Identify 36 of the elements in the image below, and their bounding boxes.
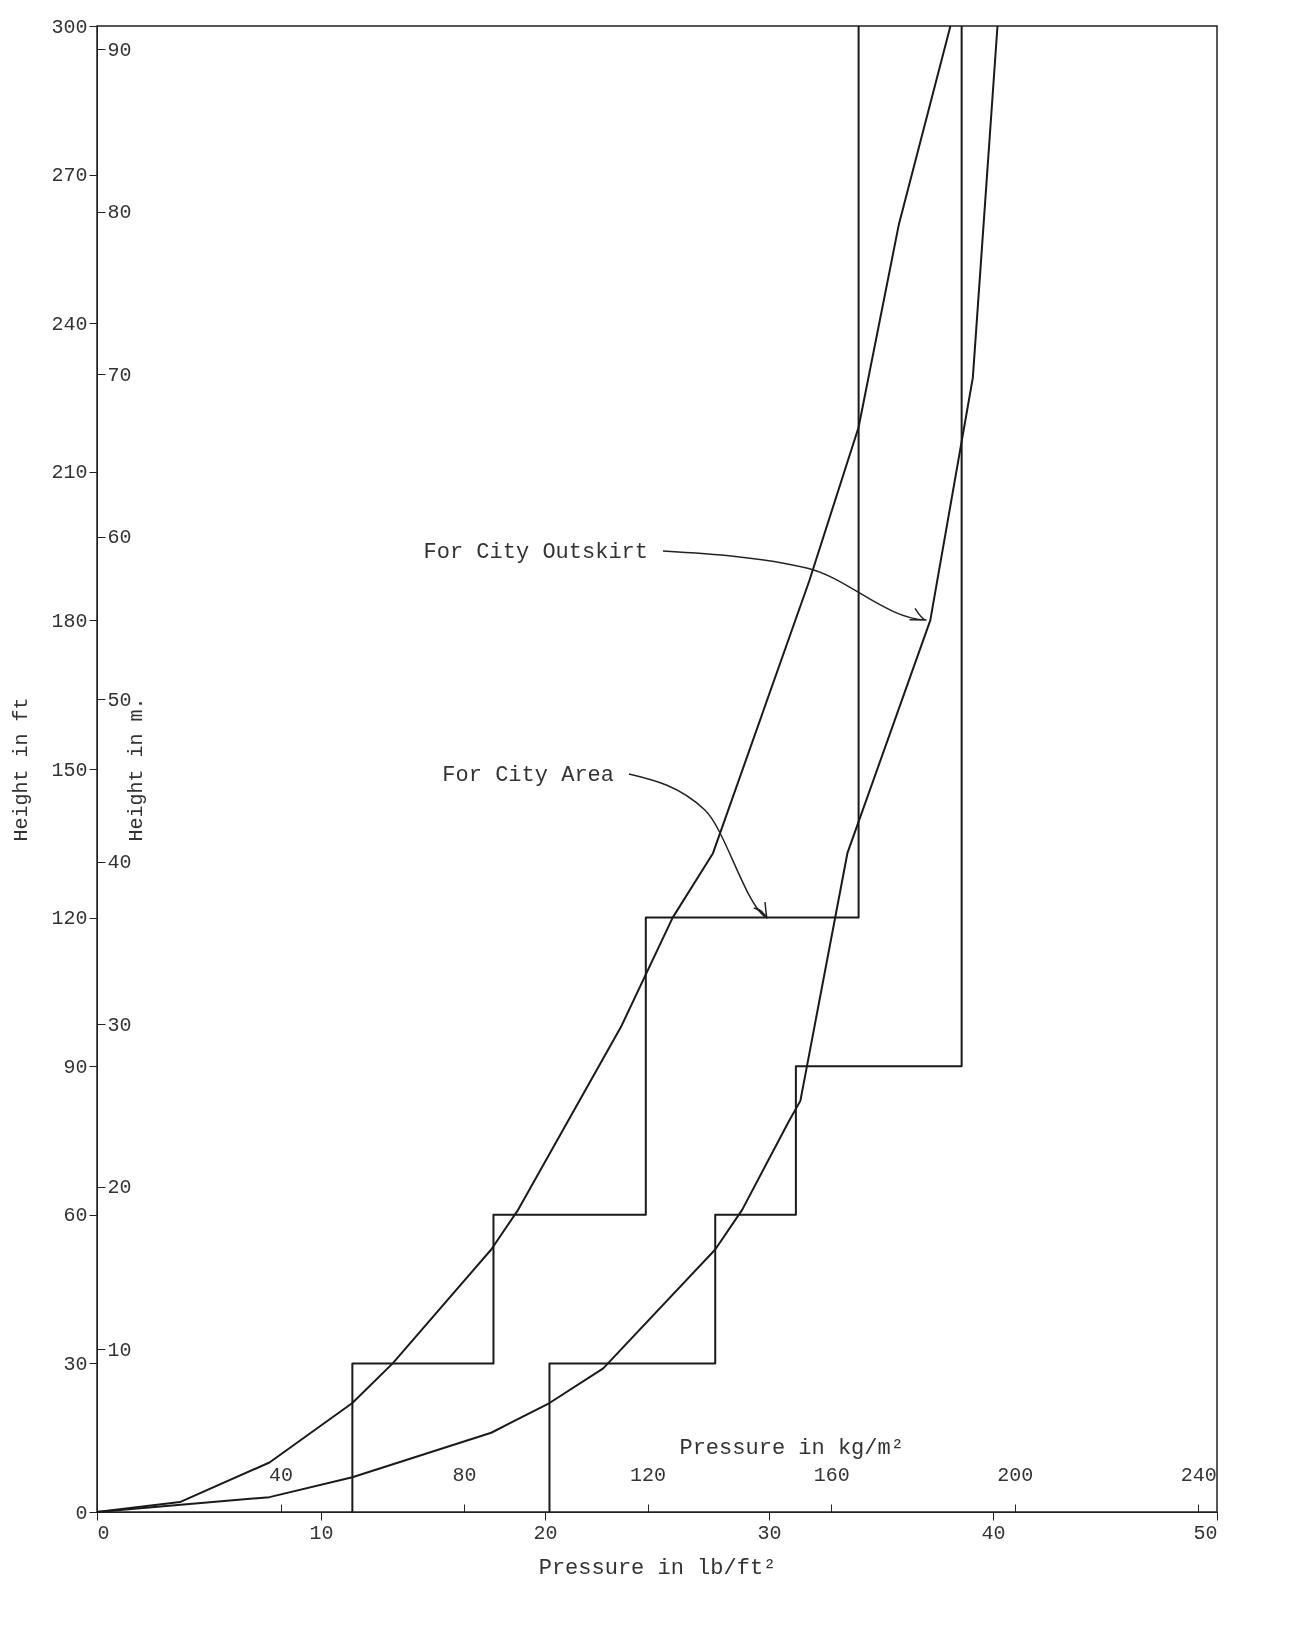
y-tick-label: 120 bbox=[51, 907, 88, 931]
y2-tick-label: 90 bbox=[107, 38, 132, 62]
x2-axis-title: Pressure in kg/m² bbox=[679, 1435, 904, 1461]
x2-tick-label: 200 bbox=[997, 1463, 1034, 1487]
x2-tick-label: 160 bbox=[813, 1463, 850, 1487]
annotation: For City Outskirt bbox=[423, 540, 648, 565]
y-tick-label: 90 bbox=[63, 1055, 88, 1079]
y-tick-label: 180 bbox=[51, 609, 88, 633]
y-tick-label: 60 bbox=[63, 1204, 88, 1228]
y2-tick-label: 30 bbox=[107, 1013, 132, 1037]
y2-tick-label: 20 bbox=[107, 1176, 132, 1200]
y-axis-title: Height in ft bbox=[10, 697, 34, 842]
x2-tick-label: 80 bbox=[452, 1463, 477, 1487]
x2-tick-label: 40 bbox=[269, 1463, 294, 1487]
x-tick-label: 20 bbox=[533, 1521, 558, 1545]
x-tick-label: 50 bbox=[1193, 1521, 1218, 1545]
y2-tick-label: 80 bbox=[107, 201, 132, 225]
x2-tick-label: 240 bbox=[1180, 1463, 1217, 1487]
x-tick-label: 30 bbox=[757, 1521, 782, 1545]
y2-tick-label: 70 bbox=[107, 363, 132, 387]
x-tick-label: 10 bbox=[309, 1521, 334, 1545]
x-tick-label: 0 bbox=[97, 1521, 110, 1545]
y-tick-label: 240 bbox=[51, 312, 88, 336]
y2-tick-label: 60 bbox=[107, 526, 132, 550]
y-tick-label: 0 bbox=[75, 1501, 88, 1525]
y2-tick-label: 40 bbox=[107, 851, 132, 875]
x2-tick-label: 120 bbox=[630, 1463, 667, 1487]
annotation: For City Area bbox=[442, 763, 614, 788]
y2-tick-label: 10 bbox=[107, 1338, 132, 1362]
y-tick-label: 150 bbox=[51, 758, 88, 782]
y-tick-label: 210 bbox=[51, 461, 88, 485]
x-axis-title: Pressure in lb/ft² bbox=[538, 1555, 777, 1581]
x-tick-label: 40 bbox=[981, 1521, 1006, 1545]
y-tick-label: 30 bbox=[63, 1352, 88, 1376]
y-tick-label: 270 bbox=[51, 164, 88, 188]
y-tick-label: 300 bbox=[51, 15, 88, 39]
